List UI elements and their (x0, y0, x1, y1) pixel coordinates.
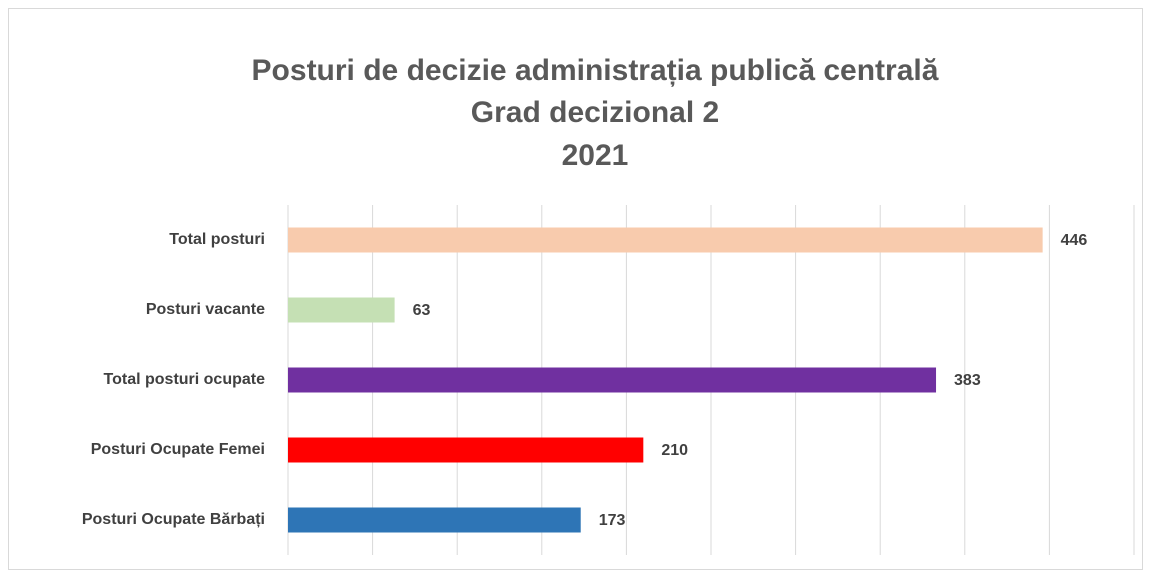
chart-title: Posturi de decizie administrația publică… (252, 54, 939, 87)
y-tick-label: Posturi Ocupate Femei (91, 441, 265, 458)
value-label: 210 (661, 442, 688, 459)
bar (288, 437, 644, 463)
value-label: 63 (413, 302, 431, 319)
y-tick-label: Total posturi (169, 231, 265, 248)
chart-border (8, 8, 1143, 570)
bar (288, 367, 937, 393)
chart-title: 2021 (562, 139, 629, 172)
bar (288, 227, 1043, 253)
y-tick-label: Posturi vacante (146, 301, 265, 318)
y-tick-label: Total posturi ocupate (104, 371, 266, 388)
value-label: 173 (599, 512, 626, 529)
y-tick-label: Posturi Ocupate Bărbați (82, 511, 265, 528)
bar (288, 507, 581, 533)
bar (288, 297, 395, 323)
value-label: 446 (1061, 232, 1088, 249)
value-label: 383 (954, 372, 981, 389)
chart-title: Grad decizional 2 (471, 96, 719, 129)
